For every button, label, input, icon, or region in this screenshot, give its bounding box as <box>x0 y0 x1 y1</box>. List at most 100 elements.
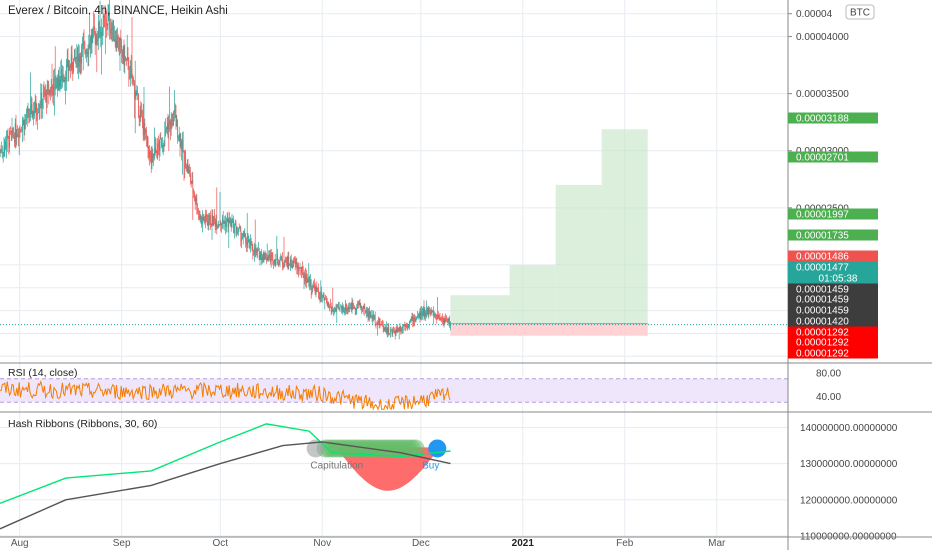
candle-body <box>409 320 410 326</box>
candle-body <box>191 180 193 184</box>
candle-body <box>61 69 62 82</box>
candle-body <box>190 181 192 184</box>
candle-body <box>206 213 207 219</box>
candle-body <box>146 129 147 138</box>
candle-body <box>242 237 243 239</box>
price-tag-box <box>788 250 878 262</box>
candle-body <box>434 313 435 317</box>
candle-body <box>366 310 368 313</box>
rsi-band <box>0 378 788 403</box>
candle-body <box>79 56 81 62</box>
candle-body <box>329 306 330 308</box>
candle-body <box>174 110 176 116</box>
capitulation-label: Capitulation <box>310 461 363 472</box>
candle-body <box>370 311 372 318</box>
candle-body <box>98 22 99 40</box>
candle-body <box>83 42 85 44</box>
candle-body <box>28 109 30 118</box>
candle-body <box>319 297 321 300</box>
currency-badge-box[interactable] <box>845 4 875 20</box>
candle-body <box>140 109 142 111</box>
candle-body <box>376 324 378 325</box>
candle-body <box>440 319 442 320</box>
candle-body <box>208 220 210 225</box>
candle-body <box>178 137 179 139</box>
candle-body <box>161 138 162 148</box>
x-tick-label: 2021 <box>512 538 535 549</box>
candle-body <box>399 326 401 332</box>
candle-body <box>321 292 322 298</box>
candle-body <box>141 110 142 116</box>
candle-body <box>34 111 35 116</box>
candle-body <box>179 133 181 147</box>
candle-body <box>86 49 87 55</box>
candle-body <box>113 20 114 41</box>
candle-body <box>66 59 68 65</box>
candle-body <box>373 314 374 319</box>
candle-body <box>419 312 421 320</box>
candle-body <box>236 232 238 234</box>
candle-body <box>422 312 423 316</box>
candle-body <box>105 18 106 20</box>
candle-body <box>162 144 164 146</box>
candle-body <box>138 115 140 118</box>
candle-body <box>250 240 252 244</box>
candle-body <box>57 77 58 91</box>
price-tag-box <box>788 293 878 305</box>
candle-body <box>194 193 195 199</box>
candle-body <box>310 280 312 289</box>
x-tick-label: Feb <box>616 538 634 549</box>
candle-body <box>106 25 108 27</box>
candle-body <box>260 252 262 255</box>
candle-body <box>114 38 115 41</box>
candle-body <box>411 316 413 320</box>
hash-tick-label: 130000000.00000000 <box>800 459 898 470</box>
candle-body <box>88 43 90 54</box>
candle-body <box>37 112 38 115</box>
candle-body <box>393 330 394 332</box>
candle-body <box>270 253 271 262</box>
candle-body <box>417 315 418 318</box>
candle-body <box>32 110 34 118</box>
candle-body <box>197 210 198 212</box>
price-tag-label: 0.00001459 <box>796 285 849 296</box>
price-tag-box <box>788 326 878 338</box>
candle-body <box>112 20 114 29</box>
currency-badge[interactable]: BTC <box>850 8 870 19</box>
candle-body <box>121 41 122 52</box>
candle-body <box>174 110 175 112</box>
candle-body <box>181 140 182 151</box>
candle-body <box>245 234 246 242</box>
candle-body <box>234 225 235 233</box>
candle-body <box>382 323 383 325</box>
candle-body <box>447 319 449 322</box>
candle-body <box>294 260 295 262</box>
candle-body <box>330 306 331 308</box>
candle-body <box>242 233 244 238</box>
candle-body <box>405 324 406 327</box>
candle-body <box>406 326 408 328</box>
candle-body <box>166 126 168 130</box>
candle-body <box>68 69 70 71</box>
candle-body <box>170 120 171 130</box>
candle-body <box>324 299 326 300</box>
candle-body <box>130 66 132 69</box>
candle-body <box>166 126 167 129</box>
candle-body <box>217 226 218 228</box>
candle-body <box>304 275 306 282</box>
candle-body <box>256 249 258 252</box>
candle-body <box>182 139 184 152</box>
candle-body <box>58 70 59 91</box>
candle-body <box>261 252 262 261</box>
candle-body <box>154 148 156 153</box>
candle-body <box>122 51 123 58</box>
candle-body <box>91 34 93 44</box>
candle-body <box>421 311 422 316</box>
candle-body <box>401 328 402 332</box>
price-tag-label: 0.00003188 <box>796 114 849 125</box>
price-tag-box <box>788 112 878 124</box>
candle-body <box>199 215 201 219</box>
candle-body <box>2 152 4 154</box>
candle-body <box>361 305 362 310</box>
candle-body <box>38 111 39 113</box>
